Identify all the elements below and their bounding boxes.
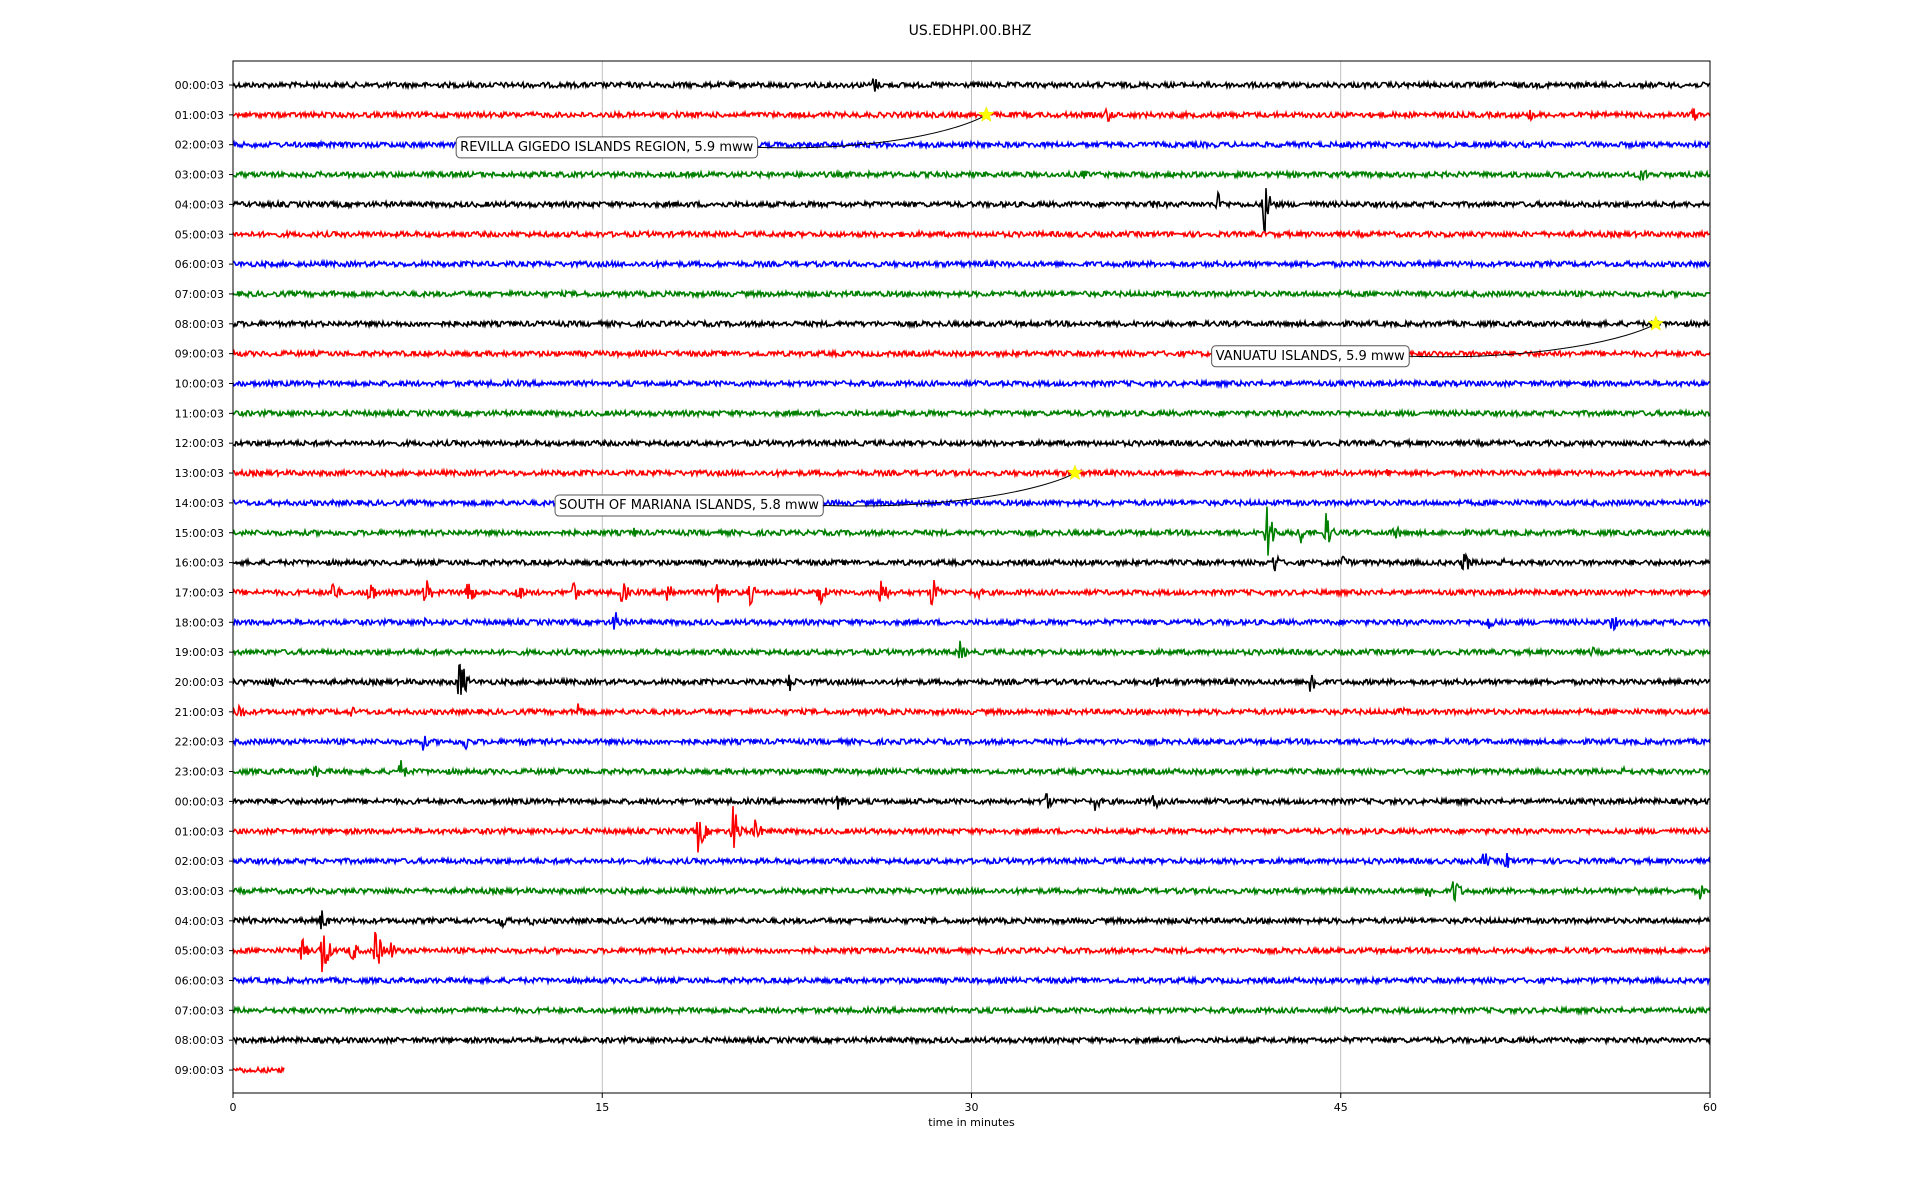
event-label-2: SOUTH OF MARIANA ISLANDS, 5.8 mww [559,498,819,513]
event-annotations: REVILLA GIGEDO ISLANDS REGION, 5.9 mww VA… [455,106,1665,517]
trace-row-8 [232,318,1711,330]
row-time-label-24: 00:00:03 [175,795,224,808]
row-time-label-14: 14:00:03 [175,497,224,510]
x-tick-label-0: 0 [230,1101,237,1114]
row-time-label-20: 20:00:03 [175,676,224,689]
row-time-label-2: 02:00:03 [175,139,224,152]
trace-row-11 [232,407,1711,419]
x-tick-label-30: 30 [965,1101,979,1114]
trace-row-13 [232,467,1711,479]
row-time-label-7: 07:00:03 [175,288,224,301]
plot-frame [232,60,1711,1094]
event-label-1: VANUATU ISLANDS, 5.9 mww [1216,349,1406,364]
trace-row-28 [232,910,1711,930]
row-time-label-8: 08:00:03 [175,318,224,331]
x-tick-label-45: 45 [1334,1101,1348,1114]
trace-row-7 [232,288,1711,300]
event-star-icon-2 [1066,464,1084,481]
trace-row-22 [232,735,1711,751]
trace-row-29 [232,931,1711,973]
trace-row-25 [232,806,1711,853]
row-time-label-32: 08:00:03 [175,1034,224,1047]
event-star-icon-1 [1647,315,1665,331]
row-time-label-17: 17:00:03 [175,586,224,599]
row-time-label-13: 13:00:03 [175,467,224,480]
row-time-label-10: 10:00:03 [175,378,224,391]
event-annotation-0: REVILLA GIGEDO ISLANDS REGION, 5.9 mww [455,106,995,159]
trace-row-30 [232,974,1711,987]
trace-row-32 [232,1034,1711,1046]
row-time-label-18: 18:00:03 [175,616,224,629]
trace-row-26 [232,852,1711,868]
trace-row-0 [232,78,1711,92]
row-time-labels: 00:00:03 01:00:03 02:00:03 03:00:03 04:00:03… [175,79,233,1077]
row-time-label-25: 01:00:03 [175,825,224,838]
row-time-label-33: 09:00:03 [175,1064,224,1077]
trace-row-10 [232,377,1711,390]
trace-row-3 [232,168,1711,182]
event-connector-2 [823,472,1076,507]
event-star-icon-0 [978,106,995,122]
row-time-label-28: 04:00:03 [175,915,224,928]
row-time-label-21: 21:00:03 [175,706,224,719]
row-time-label-30: 06:00:03 [175,975,224,988]
row-time-label-5: 05:00:03 [175,228,224,241]
trace-row-1 [232,106,1711,122]
row-time-label-6: 06:00:03 [175,258,224,271]
trace-row-24 [232,793,1711,811]
trace-row-12 [232,437,1711,449]
row-time-label-23: 23:00:03 [175,766,224,779]
trace-row-16 [232,552,1711,572]
row-time-label-31: 07:00:03 [175,1004,224,1017]
row-time-label-22: 22:00:03 [175,736,224,749]
event-annotation-1: VANUATU ISLANDS, 5.9 mww [1211,315,1665,368]
trace-row-14 [232,497,1711,509]
row-time-label-29: 05:00:03 [175,945,224,958]
row-time-label-3: 03:00:03 [175,169,224,182]
row-time-label-12: 12:00:03 [175,437,224,450]
trace-row-23 [232,760,1711,778]
trace-row-33 [232,1065,285,1074]
x-axis-ticks: 0 15 30 45 60 [230,1093,1717,1114]
x-axis-label: time in minutes [928,1116,1015,1129]
trace-row-31 [232,1004,1711,1016]
trace-row-27 [232,881,1711,903]
trace-row-4 [232,188,1711,233]
event-connector-1 [1409,323,1657,358]
trace-row-5 [232,228,1711,240]
trace-row-15 [232,506,1711,556]
row-time-label-26: 02:00:03 [175,855,224,868]
x-tick-label-60: 60 [1703,1101,1717,1114]
row-time-label-27: 03:00:03 [175,885,224,898]
trace-row-20 [232,663,1711,695]
event-annotation-2: SOUTH OF MARIANA ISLANDS, 5.8 mww [554,464,1084,517]
trace-row-17 [232,580,1711,607]
row-time-label-16: 16:00:03 [175,557,224,570]
chart-title: US.EDHPI.00.BHZ [909,23,1032,39]
row-time-label-4: 04:00:03 [175,198,224,211]
trace-row-9 [232,347,1711,360]
row-time-label-0: 00:00:03 [175,79,224,92]
row-time-label-19: 19:00:03 [175,646,224,659]
row-time-label-9: 09:00:03 [175,348,224,361]
row-time-label-1: 01:00:03 [175,109,224,122]
row-time-label-15: 15:00:03 [175,527,224,540]
trace-row-6 [232,258,1711,270]
event-connector-0 [757,114,987,149]
event-label-0: REVILLA GIGEDO ISLANDS REGION, 5.9 mww [460,140,753,155]
grid-lines [601,61,1342,1093]
trace-row-18 [232,612,1711,632]
trace-row-19 [232,640,1711,659]
x-tick-label-15: 15 [595,1101,609,1114]
trace-row-21 [232,703,1711,718]
row-time-label-11: 11:00:03 [175,407,224,420]
